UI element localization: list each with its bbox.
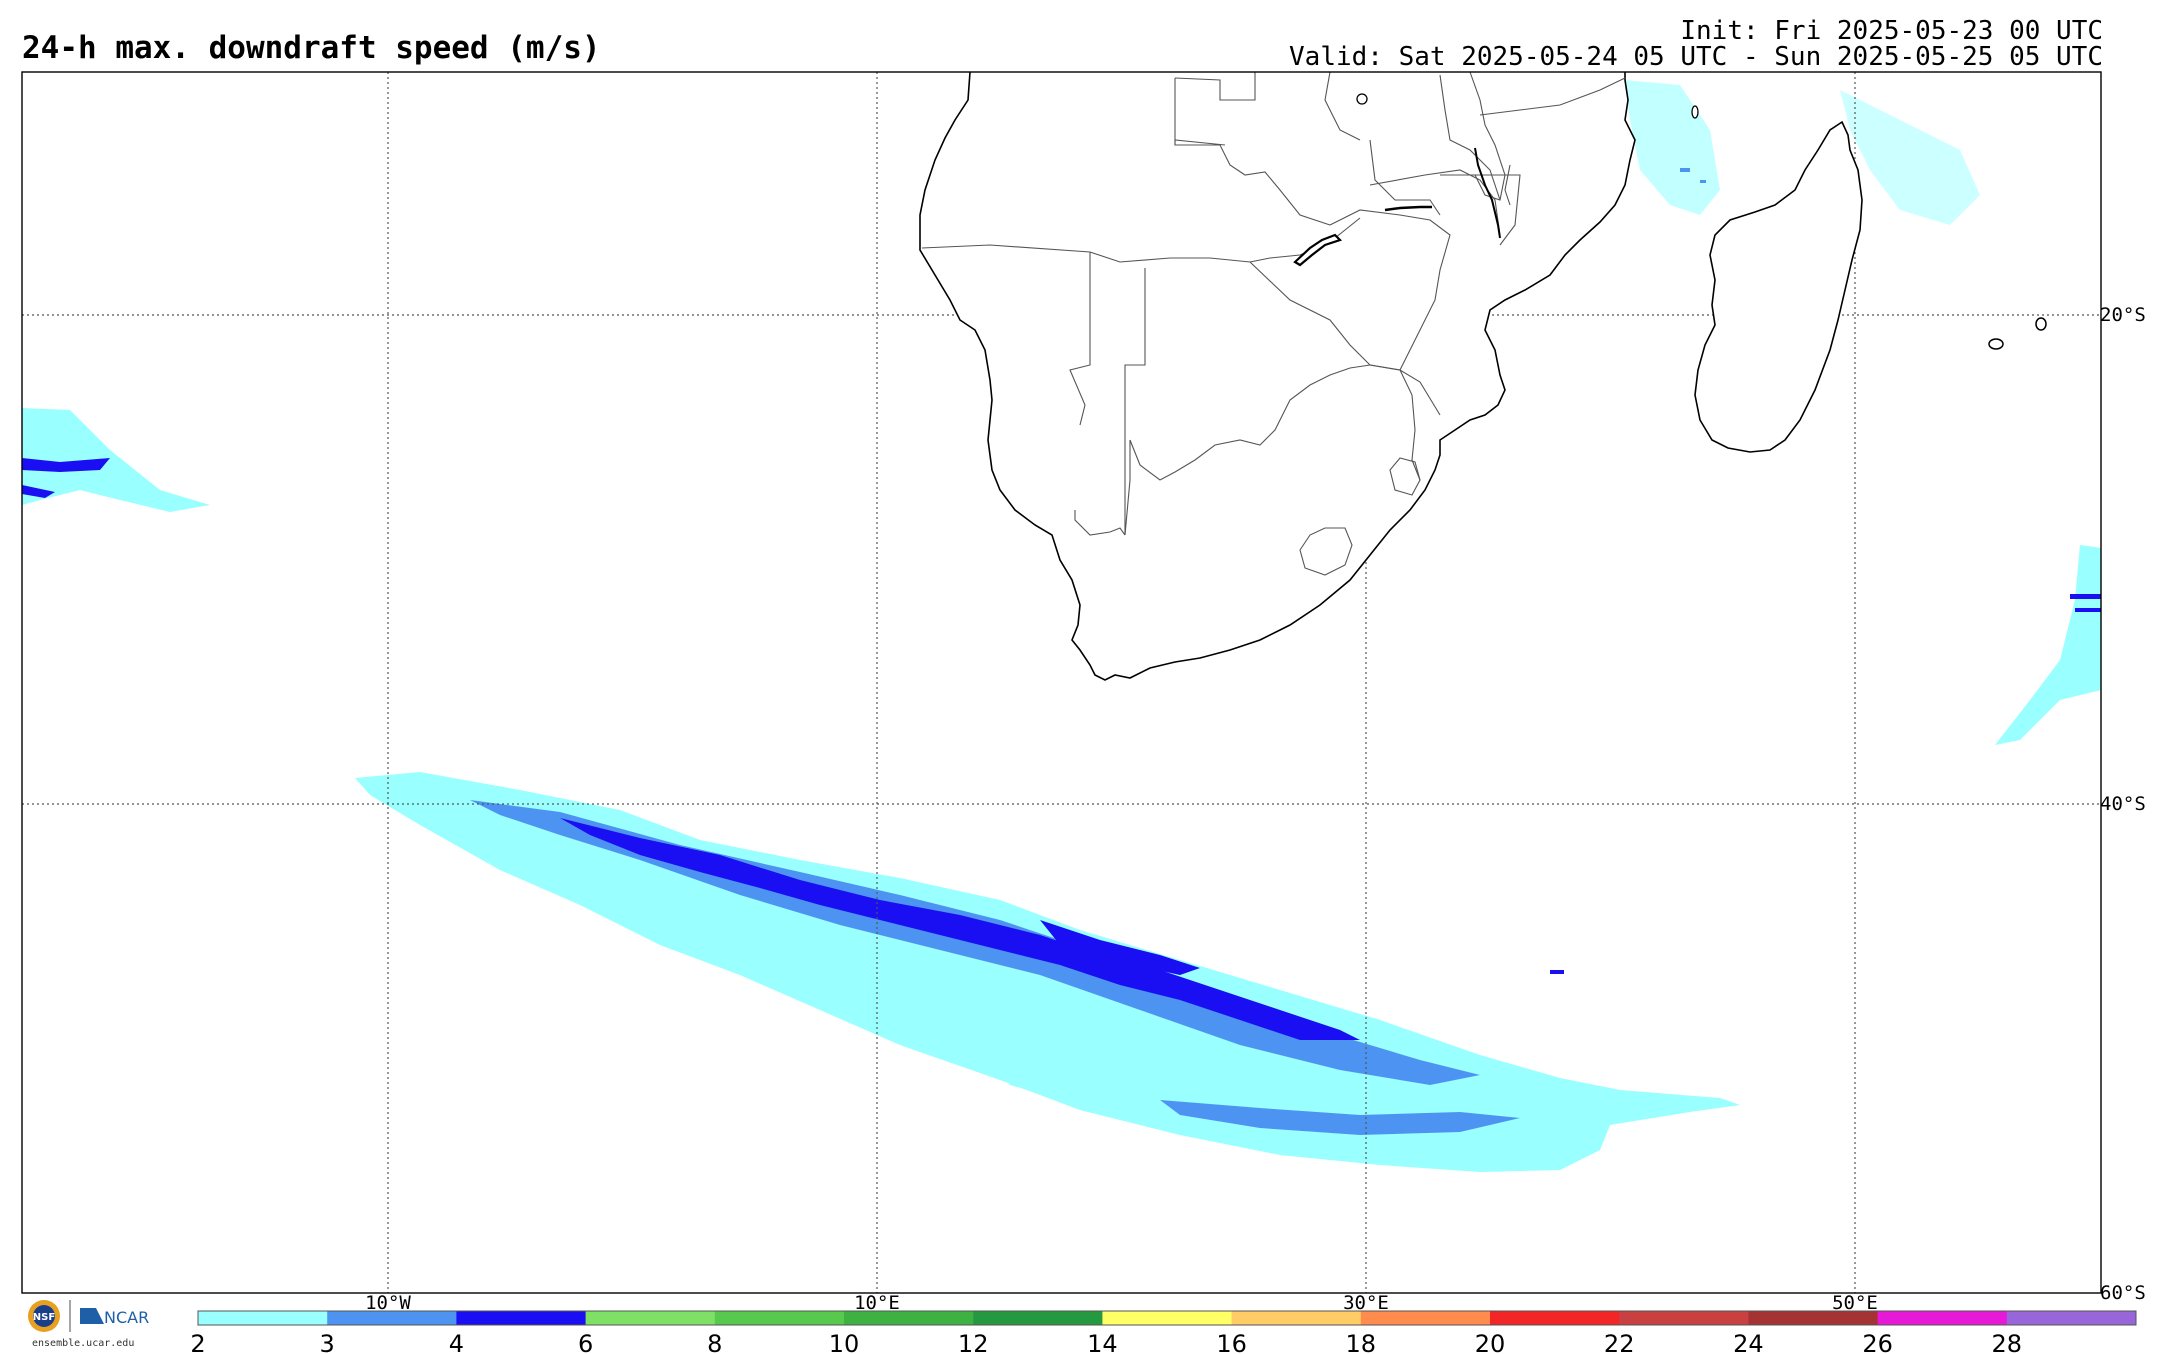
colorbar-tick-label: 14 <box>1087 1330 1118 1354</box>
colorbar-tick-label: 28 <box>1992 1330 2023 1354</box>
colorbar-tick-label: 4 <box>449 1330 464 1354</box>
colorbar-tick-label: 20 <box>1475 1330 1506 1354</box>
downdraft-field <box>22 80 2101 1172</box>
colorbar-tick-label: 24 <box>1733 1330 1764 1354</box>
colorbar-swatch <box>714 1311 845 1325</box>
colorbar-tick-label: 3 <box>320 1330 335 1354</box>
colorbar-swatch <box>1619 1311 1749 1325</box>
nsf-logo-text: NSF <box>33 1312 55 1323</box>
colorbar-swatch <box>844 1311 974 1325</box>
init-time: Init: Fri 2025-05-23 00 UTC <box>1680 16 2103 46</box>
ncar-logo: NCAR <box>80 1308 149 1327</box>
lat-label-20s: 20°S <box>2100 304 2146 326</box>
colorbar-swatch <box>2006 1311 2137 1325</box>
mauritius-island <box>1988 338 2004 350</box>
colorbar-swatch <box>1102 1311 1233 1325</box>
southern-africa-coastline <box>919 72 1636 681</box>
colorbar-swatch <box>1231 1311 1362 1325</box>
reunion-island <box>2035 317 2047 331</box>
chart-title: 24-h max. downdraft speed (m/s) <box>22 30 601 66</box>
lat-label-40s: 40°S <box>2100 793 2146 815</box>
lon-label-10w: 10°W <box>365 1292 411 1314</box>
axis-labels: 10°W 10°E 30°E 50°E 20°S 40°S 60°S <box>365 304 2146 1314</box>
colorbar-swatch <box>1748 1311 1879 1325</box>
colorbar-tick-label: 12 <box>958 1330 989 1354</box>
colorbar-border <box>197 1310 2137 1326</box>
ncar-logo-text: NCAR <box>104 1308 149 1327</box>
lat-label-60s: 60°S <box>2100 1282 2146 1304</box>
colorbar-swatch <box>456 1311 587 1325</box>
colorbar-swatch <box>1877 1311 2008 1325</box>
colorbar-tick-label: 26 <box>1862 1330 1893 1354</box>
colorbar: 2 3 4 6 8 10 12 14 16 18 20 22 24 26 28 <box>190 1310 2137 1354</box>
colorbar-swatch <box>1490 1311 1620 1325</box>
colorbar-tick-label: 22 <box>1604 1330 1635 1354</box>
colorbar-tick-label: 8 <box>707 1330 722 1354</box>
colorbar-tick-label: 2 <box>190 1330 205 1354</box>
colorbar-swatch <box>198 1311 328 1325</box>
colorbar-swatch <box>585 1311 716 1325</box>
lake-malawi <box>1474 147 1501 239</box>
lake-cahora-bassa <box>1384 205 1432 212</box>
madagascar <box>1694 120 1863 453</box>
colorbar-swatch <box>973 1311 1103 1325</box>
colorbar-tick-label: 6 <box>578 1330 593 1354</box>
colorbar-tick-label: 16 <box>1216 1330 1247 1354</box>
lon-label-50e: 50°E <box>1832 1292 1878 1314</box>
lon-label-30e: 30°E <box>1343 1292 1389 1314</box>
graticule <box>22 72 2101 1293</box>
site-url: ensemble.ucar.edu <box>32 1338 134 1349</box>
country-borders <box>921 71 1626 576</box>
valid-time: Valid: Sat 2025-05-24 05 UTC - Sun 2025-… <box>1289 42 2103 72</box>
lake-island <box>1356 93 1368 105</box>
colorbar-swatch <box>327 1311 457 1325</box>
colorbar-swatch <box>1360 1311 1491 1325</box>
colorbar-tick-label: 10 <box>829 1330 860 1354</box>
lake-kariba <box>1293 233 1343 267</box>
map-frame <box>21 71 2102 1294</box>
nsf-logo: NSF <box>28 1300 60 1332</box>
colorbar-tick-label: 18 <box>1346 1330 1377 1354</box>
lon-label-10e: 10°E <box>854 1292 900 1314</box>
comoros-island <box>1691 105 1699 119</box>
